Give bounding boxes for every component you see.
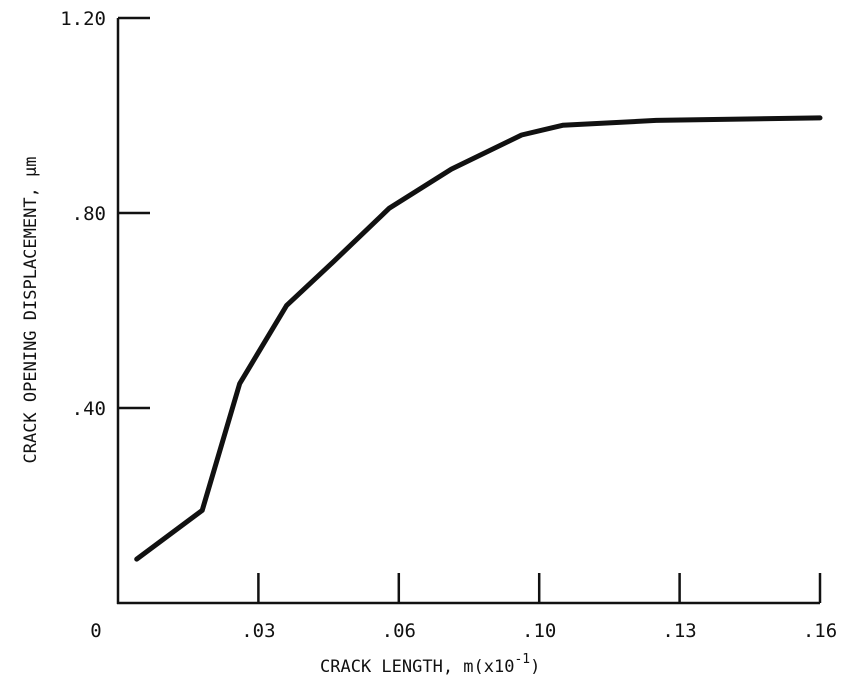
- x-tick-label: .16: [803, 620, 837, 642]
- x-tick-label: .13: [662, 620, 696, 642]
- x-tick-label: .03: [241, 620, 275, 642]
- data-points: [137, 118, 820, 559]
- tick-labels: 0 .03 .06 .10 .13 .16 .40 .80 1.20: [60, 8, 837, 642]
- x-tick-label: .10: [522, 620, 556, 642]
- axes: [117, 18, 820, 604]
- x-tick-label: .06: [382, 620, 416, 642]
- ticks: [118, 18, 820, 603]
- x-tick-label: 0: [90, 620, 101, 642]
- data-line: [137, 118, 820, 559]
- y-tick-label: .80: [72, 203, 106, 225]
- y-tick-label: .40: [72, 398, 106, 420]
- x-axis-title: CRACK LENGTH, m(x10-1): [320, 652, 540, 677]
- y-axis-title: CRACK OPENING DISPLACEMENT, μm: [21, 156, 41, 463]
- y-tick-label: 1.20: [60, 8, 106, 30]
